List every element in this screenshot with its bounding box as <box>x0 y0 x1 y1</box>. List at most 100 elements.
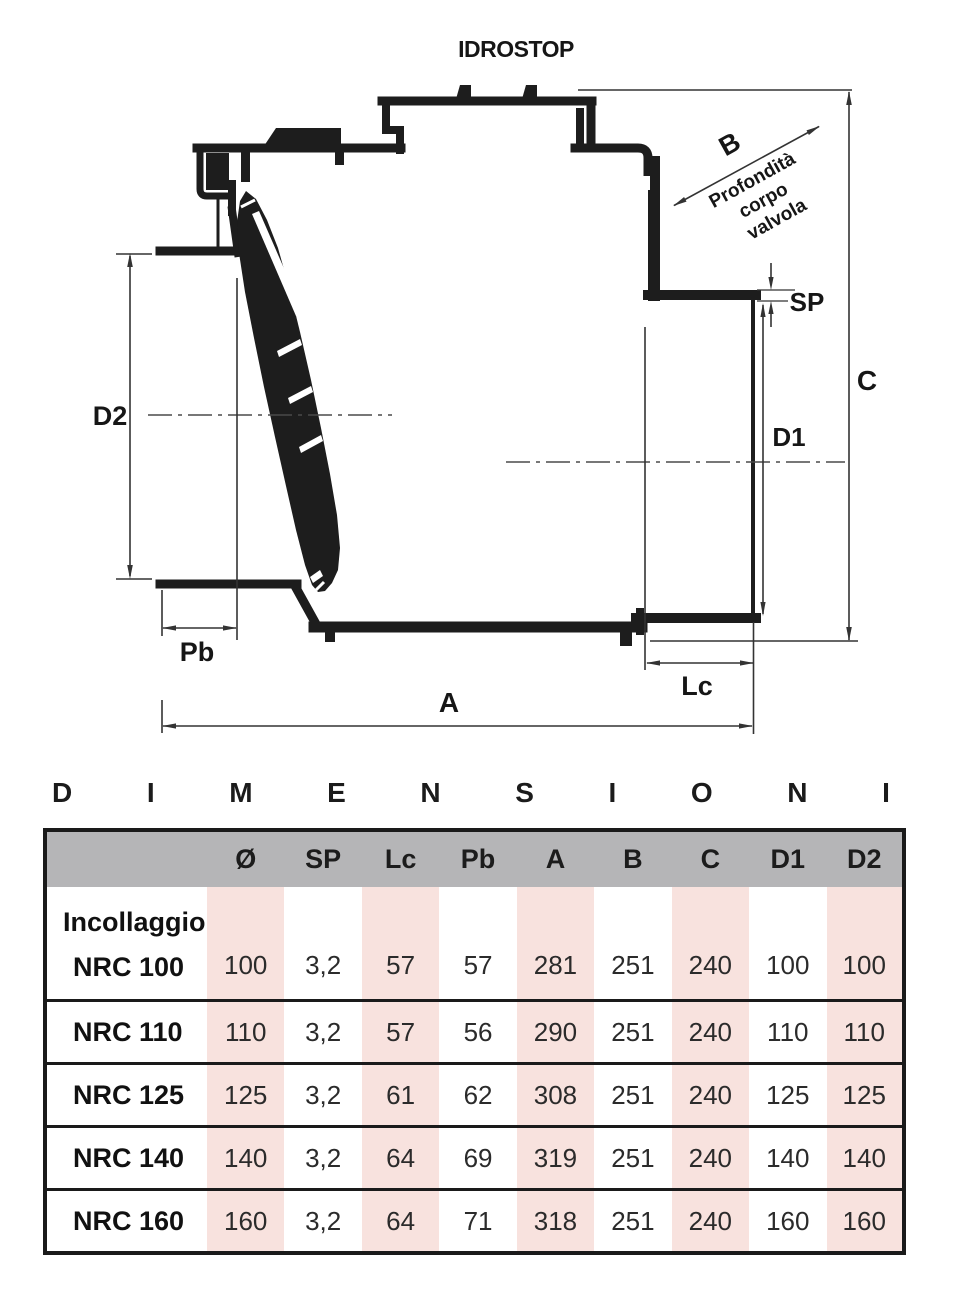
label-b-note: Profondità corpo valvola <box>706 146 826 253</box>
valve-section-drawing: IDROSTOP <box>93 36 877 734</box>
table-cell: 125 <box>207 1062 285 1127</box>
row-label-cell: Incollaggio NRC 100 <box>45 887 207 1001</box>
table-cell: 318 <box>516 1188 595 1253</box>
table-cell: 57 <box>463 950 493 980</box>
hinge-pin <box>206 153 229 190</box>
table-cell: 3,2 <box>305 950 342 980</box>
title-letter: E <box>327 777 346 808</box>
table-cell: 100 <box>207 887 285 1001</box>
title-letter: M <box>229 777 253 808</box>
table-cell: 240 <box>671 1188 750 1253</box>
small-tab <box>335 152 344 165</box>
table-row: NRC 140 140 3,2 64 69 319 251 240 140 14… <box>45 1125 904 1190</box>
label-b: B <box>714 126 746 162</box>
table-cell: 57 <box>361 999 440 1064</box>
table-cell: 160 <box>826 1188 904 1253</box>
dimensions-table: Ø SP Lc Pb A B C D1 D2 Incollaggio NRC 1… <box>43 828 906 1255</box>
title-letter: O <box>690 777 713 808</box>
table-cell: 240 <box>671 999 750 1064</box>
wall-joint-notch <box>641 176 650 190</box>
table-cell: 251 <box>594 999 672 1064</box>
model-label: NRC 100 <box>73 952 185 982</box>
column-header: Lc <box>361 830 440 887</box>
label-c: C <box>857 365 877 396</box>
label-lc: Lc <box>681 671 713 701</box>
header-empty-cell <box>45 830 207 887</box>
cap-tab-left <box>456 85 471 99</box>
table-cell: 3,2 <box>284 1062 362 1127</box>
table-cell: 125 <box>826 1062 904 1127</box>
shoulder-bump <box>262 128 341 149</box>
table-row: NRC 160 160 3,2 64 71 318 251 240 160 16… <box>45 1188 904 1253</box>
table-cell: 319 <box>516 1125 595 1190</box>
label-d2: D2 <box>93 401 128 431</box>
group-label: Incollaggio <box>63 907 206 937</box>
dimensions-title: D I M E N S I O N I <box>52 777 890 809</box>
column-header: SP <box>284 830 362 887</box>
table-cell: 62 <box>439 1062 517 1127</box>
table-cell: 281 <box>516 887 595 1001</box>
column-header: D2 <box>826 830 904 887</box>
title-letter: N <box>420 777 441 808</box>
table-cell: 251 <box>594 1062 672 1127</box>
table-cell: 100 <box>766 950 810 980</box>
column-header: Ø <box>207 830 285 887</box>
table-cell: 3,2 <box>284 1125 362 1190</box>
table-cell: 240 <box>671 1125 750 1190</box>
title-letter: D <box>52 777 73 808</box>
table-cell: 110 <box>207 999 285 1064</box>
title-letter: I <box>146 777 155 808</box>
table-cell: 125 <box>749 1062 827 1127</box>
row-label-cell: NRC 125 <box>45 1062 207 1127</box>
label-sp: SP <box>790 287 825 317</box>
table-cell: 251 <box>594 1188 672 1253</box>
label-pb: Pb <box>180 637 215 667</box>
column-header: Pb <box>439 830 517 887</box>
column-header: A <box>516 830 595 887</box>
table-cell: 56 <box>439 999 517 1064</box>
table-cell: 64 <box>361 1125 440 1190</box>
table-cell: 251 <box>611 950 655 980</box>
drawing-title: IDROSTOP <box>458 36 574 62</box>
table-row: NRC 110 110 3,2 57 56 290 251 240 110 11… <box>45 999 904 1064</box>
row-label-cell: NRC 110 <box>45 999 207 1064</box>
flap-stop-tab <box>241 150 250 182</box>
column-header: B <box>594 830 672 887</box>
valve-body-outline <box>155 96 761 635</box>
title-letter: I <box>608 777 617 808</box>
title-letter: S <box>515 777 534 808</box>
centerlines <box>148 414 845 463</box>
valve-flap <box>237 191 340 592</box>
table-cell: 64 <box>361 1188 440 1253</box>
dimension-arrowheads <box>127 91 852 729</box>
row-label-cell: NRC 160 <box>45 1188 207 1253</box>
table-cell: 69 <box>439 1125 517 1190</box>
table-cell: 308 <box>516 1062 595 1127</box>
table-cell: 110 <box>826 999 904 1064</box>
table-cell: 71 <box>439 1188 517 1253</box>
table-cell: 240 <box>671 1062 750 1127</box>
table-header-row: Ø SP Lc Pb A B C D1 D2 <box>45 830 904 887</box>
column-header: D1 <box>749 830 827 887</box>
table-cell: 3,2 <box>284 999 362 1064</box>
cap-tab-right <box>522 85 537 99</box>
title-letter: I <box>882 777 890 808</box>
table-cell: 140 <box>826 1125 904 1190</box>
foot-left <box>325 630 335 642</box>
table-cell: 140 <box>749 1125 827 1190</box>
table-row: NRC 125 125 3,2 61 62 308 251 240 125 12… <box>45 1062 904 1127</box>
table-cell: 110 <box>749 999 827 1064</box>
valve-body-fills <box>206 85 632 646</box>
table-cell: 240 <box>671 887 750 1001</box>
foot-right <box>620 630 632 646</box>
table-cell: 160 <box>207 1188 285 1253</box>
table-cell: 100 <box>826 887 904 1001</box>
table-cell: 140 <box>207 1125 285 1190</box>
row-label-cell: NRC 140 <box>45 1125 207 1190</box>
dimension-lines <box>116 89 858 734</box>
table-cell: 61 <box>361 1062 440 1127</box>
table-cell: 251 <box>594 1125 672 1190</box>
table-cell: 160 <box>749 1188 827 1253</box>
column-header: C <box>671 830 750 887</box>
